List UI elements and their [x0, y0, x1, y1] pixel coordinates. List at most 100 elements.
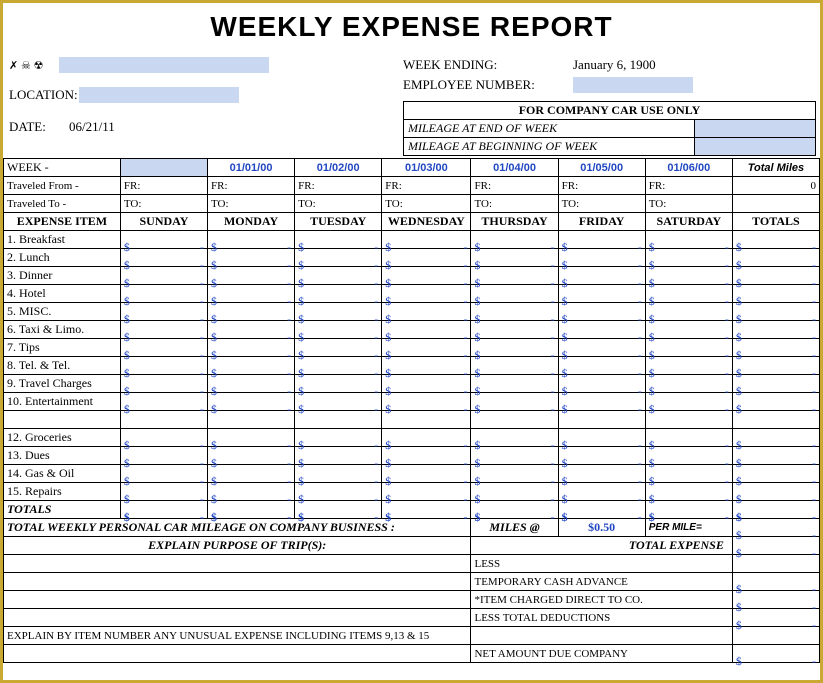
expense-cell[interactable]: $- — [120, 447, 207, 465]
expense-cell[interactable]: $- — [645, 393, 732, 411]
to-5[interactable]: TO: — [558, 195, 645, 213]
expense-cell[interactable]: $- — [558, 357, 645, 375]
expense-cell[interactable]: $- — [120, 429, 207, 447]
from-0[interactable]: FR: — [120, 177, 207, 195]
expense-cell[interactable]: $- — [208, 303, 295, 321]
expense-cell[interactable] — [120, 411, 207, 429]
expense-cell[interactable]: $- — [295, 231, 382, 249]
expense-cell[interactable]: $- — [295, 447, 382, 465]
expense-cell[interactable]: $- — [471, 447, 558, 465]
mileage-end-field[interactable] — [695, 120, 815, 137]
from-1[interactable]: FR: — [208, 177, 295, 195]
expense-cell[interactable]: $- — [120, 483, 207, 501]
expense-cell[interactable]: $- — [471, 393, 558, 411]
expense-cell[interactable]: $- — [382, 321, 471, 339]
to-2[interactable]: TO: — [295, 195, 382, 213]
unusual-line-1[interactable] — [4, 645, 471, 663]
from-4[interactable]: FR: — [471, 177, 558, 195]
expense-cell[interactable]: $- — [471, 285, 558, 303]
name-field[interactable] — [59, 57, 269, 73]
to-6[interactable]: TO: — [645, 195, 732, 213]
expense-cell[interactable]: $- — [645, 375, 732, 393]
expense-cell[interactable]: $- — [120, 357, 207, 375]
to-4[interactable]: TO: — [471, 195, 558, 213]
expense-cell[interactable]: $- — [120, 375, 207, 393]
expense-cell[interactable]: $- — [471, 465, 558, 483]
expense-cell[interactable]: $- — [295, 429, 382, 447]
expense-cell[interactable]: $- — [558, 375, 645, 393]
expense-cell[interactable]: $- — [645, 339, 732, 357]
expense-cell[interactable]: $- — [295, 321, 382, 339]
to-0[interactable]: TO: — [120, 195, 207, 213]
expense-cell[interactable]: $- — [208, 267, 295, 285]
expense-cell[interactable]: $- — [120, 465, 207, 483]
expense-cell[interactable]: $- — [645, 429, 732, 447]
expense-cell[interactable]: $- — [558, 465, 645, 483]
expense-cell[interactable]: $- — [645, 285, 732, 303]
expense-cell[interactable]: $- — [558, 447, 645, 465]
expense-cell[interactable]: $- — [295, 357, 382, 375]
expense-cell[interactable]: $- — [382, 465, 471, 483]
from-2[interactable]: FR: — [295, 177, 382, 195]
from-5[interactable]: FR: — [558, 177, 645, 195]
expense-cell[interactable]: $- — [471, 483, 558, 501]
expense-cell[interactable]: $- — [382, 447, 471, 465]
expense-cell[interactable]: $- — [382, 249, 471, 267]
explain-line-3[interactable] — [4, 591, 471, 609]
expense-cell[interactable]: $- — [120, 267, 207, 285]
expense-cell[interactable]: $- — [471, 375, 558, 393]
expense-cell[interactable]: $- — [558, 339, 645, 357]
expense-cell[interactable]: $- — [645, 483, 732, 501]
expense-cell[interactable]: $- — [382, 357, 471, 375]
expense-cell[interactable]: $- — [645, 249, 732, 267]
expense-cell[interactable] — [645, 411, 732, 429]
expense-cell[interactable]: $- — [120, 393, 207, 411]
expense-cell[interactable]: $- — [471, 429, 558, 447]
expense-cell[interactable]: $- — [295, 393, 382, 411]
expense-cell[interactable]: $- — [471, 267, 558, 285]
expense-cell[interactable]: $- — [208, 429, 295, 447]
explain-line-1[interactable] — [4, 555, 471, 573]
expense-cell[interactable]: $- — [382, 285, 471, 303]
expense-cell[interactable]: $- — [382, 267, 471, 285]
expense-cell[interactable]: $- — [558, 231, 645, 249]
expense-cell[interactable]: $- — [645, 321, 732, 339]
from-3[interactable]: FR: — [382, 177, 471, 195]
expense-cell[interactable] — [471, 411, 558, 429]
expense-cell[interactable]: $- — [558, 429, 645, 447]
expense-cell[interactable]: $- — [120, 303, 207, 321]
expense-cell[interactable]: $- — [382, 231, 471, 249]
expense-cell[interactable]: $- — [645, 267, 732, 285]
expense-cell[interactable]: $- — [382, 339, 471, 357]
expense-cell[interactable]: $- — [295, 339, 382, 357]
expense-cell[interactable]: $- — [471, 321, 558, 339]
expense-cell[interactable]: $- — [120, 285, 207, 303]
expense-cell[interactable]: $- — [382, 375, 471, 393]
expense-cell[interactable]: $- — [558, 285, 645, 303]
expense-cell[interactable]: $- — [208, 357, 295, 375]
expense-cell[interactable]: $- — [471, 249, 558, 267]
expense-cell[interactable]: $- — [208, 231, 295, 249]
expense-cell[interactable]: $- — [645, 357, 732, 375]
expense-cell[interactable]: $- — [208, 465, 295, 483]
expense-cell[interactable]: $- — [208, 483, 295, 501]
expense-cell[interactable]: $- — [471, 231, 558, 249]
expense-cell[interactable]: $- — [558, 249, 645, 267]
expense-cell[interactable]: $- — [295, 285, 382, 303]
expense-cell[interactable]: $- — [471, 303, 558, 321]
expense-cell[interactable]: $- — [558, 267, 645, 285]
expense-cell[interactable]: $- — [120, 321, 207, 339]
expense-cell[interactable]: $- — [120, 339, 207, 357]
expense-cell[interactable]: $- — [295, 375, 382, 393]
expense-cell[interactable]: $- — [645, 231, 732, 249]
expense-cell[interactable]: $- — [120, 249, 207, 267]
explain-line-2[interactable] — [4, 573, 471, 591]
expense-cell[interactable]: $- — [558, 483, 645, 501]
expense-cell[interactable]: $- — [208, 393, 295, 411]
expense-cell[interactable]: $- — [382, 303, 471, 321]
expense-cell[interactable]: $- — [120, 231, 207, 249]
expense-cell[interactable]: $- — [558, 321, 645, 339]
expense-cell[interactable]: $- — [208, 447, 295, 465]
explain-line-4[interactable] — [4, 609, 471, 627]
employee-number-field[interactable] — [573, 77, 693, 93]
